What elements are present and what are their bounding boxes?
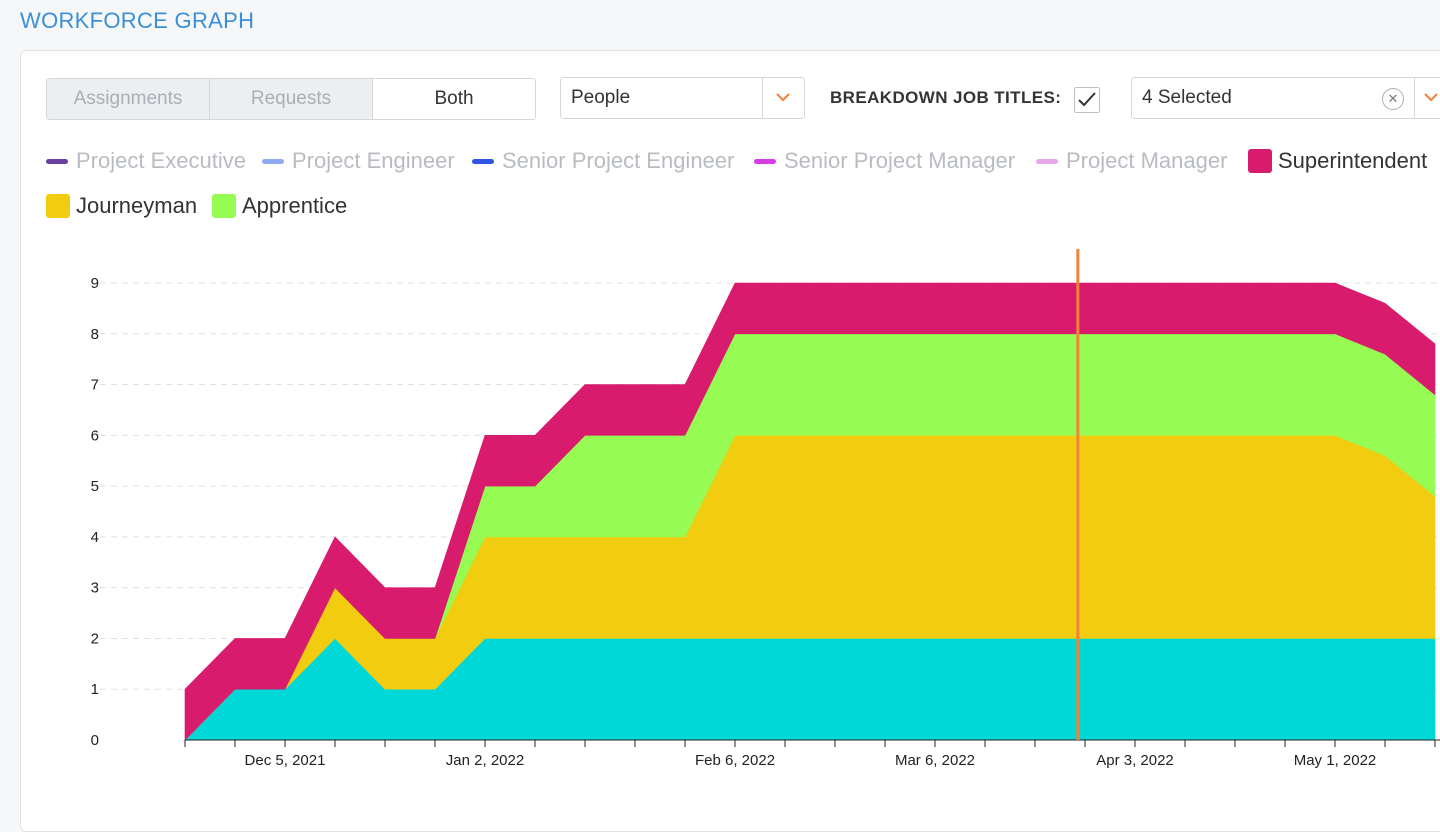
measure-select[interactable]: People <box>560 77 805 119</box>
close-icon[interactable]: ✕ <box>1382 88 1404 110</box>
legend-swatch <box>262 158 284 164</box>
legend-item-journeyman[interactable]: Journeyman <box>46 193 197 219</box>
x-tick-label: Dec 5, 2021 <box>245 752 326 769</box>
legend-label: Project Manager <box>1066 148 1228 173</box>
job-title-select-value: 4 Selected <box>1142 87 1232 108</box>
y-tick-label: 7 <box>91 377 99 394</box>
legend-swatch <box>212 194 236 218</box>
legend-item-superintendent[interactable]: Superintendent <box>1248 148 1427 174</box>
legend-swatch <box>472 158 494 164</box>
legend-label: Senior Project Engineer <box>502 148 735 173</box>
legend-label: Project Engineer <box>292 148 455 173</box>
legend-swatch <box>754 158 776 164</box>
x-tick-label: Mar 6, 2022 <box>895 752 975 769</box>
segment-requests[interactable]: Requests <box>210 79 373 119</box>
legend-label: Superintendent <box>1278 148 1428 173</box>
y-tick-label: 3 <box>91 580 99 597</box>
legend-swatch <box>1248 149 1272 173</box>
x-tick-label: Apr 3, 2022 <box>1096 752 1174 769</box>
y-tick-label: 4 <box>91 529 99 546</box>
select-divider <box>1414 78 1415 118</box>
legend-label: Apprentice <box>242 193 348 218</box>
x-tick-label: Jan 2, 2022 <box>446 752 524 769</box>
legend-label: Senior Project Manager <box>784 148 1016 173</box>
measure-select-value: People <box>571 87 631 108</box>
legend-swatch <box>46 194 70 218</box>
x-tick-label: Feb 6, 2022 <box>695 752 775 769</box>
legend-label: Journeyman <box>76 193 198 218</box>
segment-both[interactable]: Both <box>373 79 535 119</box>
y-tick-label: 6 <box>91 427 99 444</box>
workforce-area-chart: 0 1 2 3 4 5 6 7 8 9 Dec 5, 2021 Jan 2, 2022 Feb 6, 2… <box>91 249 1440 769</box>
y-tick-label: 8 <box>91 326 99 343</box>
legend-item-apprentice[interactable]: Apprentice <box>212 193 347 219</box>
legend-label: Project Executive <box>76 148 246 173</box>
legend-swatch <box>1036 158 1058 164</box>
y-tick-label: 2 <box>91 630 99 647</box>
legend-item-project-executive[interactable]: Project Executive <box>46 148 246 174</box>
y-tick-label: 1 <box>91 681 99 698</box>
area-series-superintendent <box>184 282 1436 741</box>
page-title: WORKFORCE GRAPH <box>20 8 255 33</box>
chevron-down-icon[interactable] <box>776 78 790 118</box>
y-tick-label: 9 <box>91 275 99 292</box>
legend-item-senior-project-manager[interactable]: Senior Project Manager <box>754 148 1015 174</box>
legend-item-senior-project-engineer[interactable]: Senior Project Engineer <box>472 148 734 174</box>
breakdown-job-titles-checkbox[interactable] <box>1074 87 1100 113</box>
breakdown-job-titles-label: BREAKDOWN JOB TITLES: <box>830 88 1062 107</box>
segment-assignments[interactable]: Assignments <box>47 79 210 119</box>
legend-swatch <box>46 158 68 164</box>
y-tick-label: 5 <box>91 478 99 495</box>
chevron-down-icon[interactable] <box>1424 78 1438 118</box>
select-divider <box>762 78 763 118</box>
mode-segmented-control: Assignments Requests Both <box>46 78 536 120</box>
legend-item-project-manager[interactable]: Project Manager <box>1036 148 1227 174</box>
y-tick-label: 0 <box>91 732 99 749</box>
legend-item-project-engineer[interactable]: Project Engineer <box>262 148 455 174</box>
x-tick-label: May 1, 2022 <box>1294 752 1377 769</box>
